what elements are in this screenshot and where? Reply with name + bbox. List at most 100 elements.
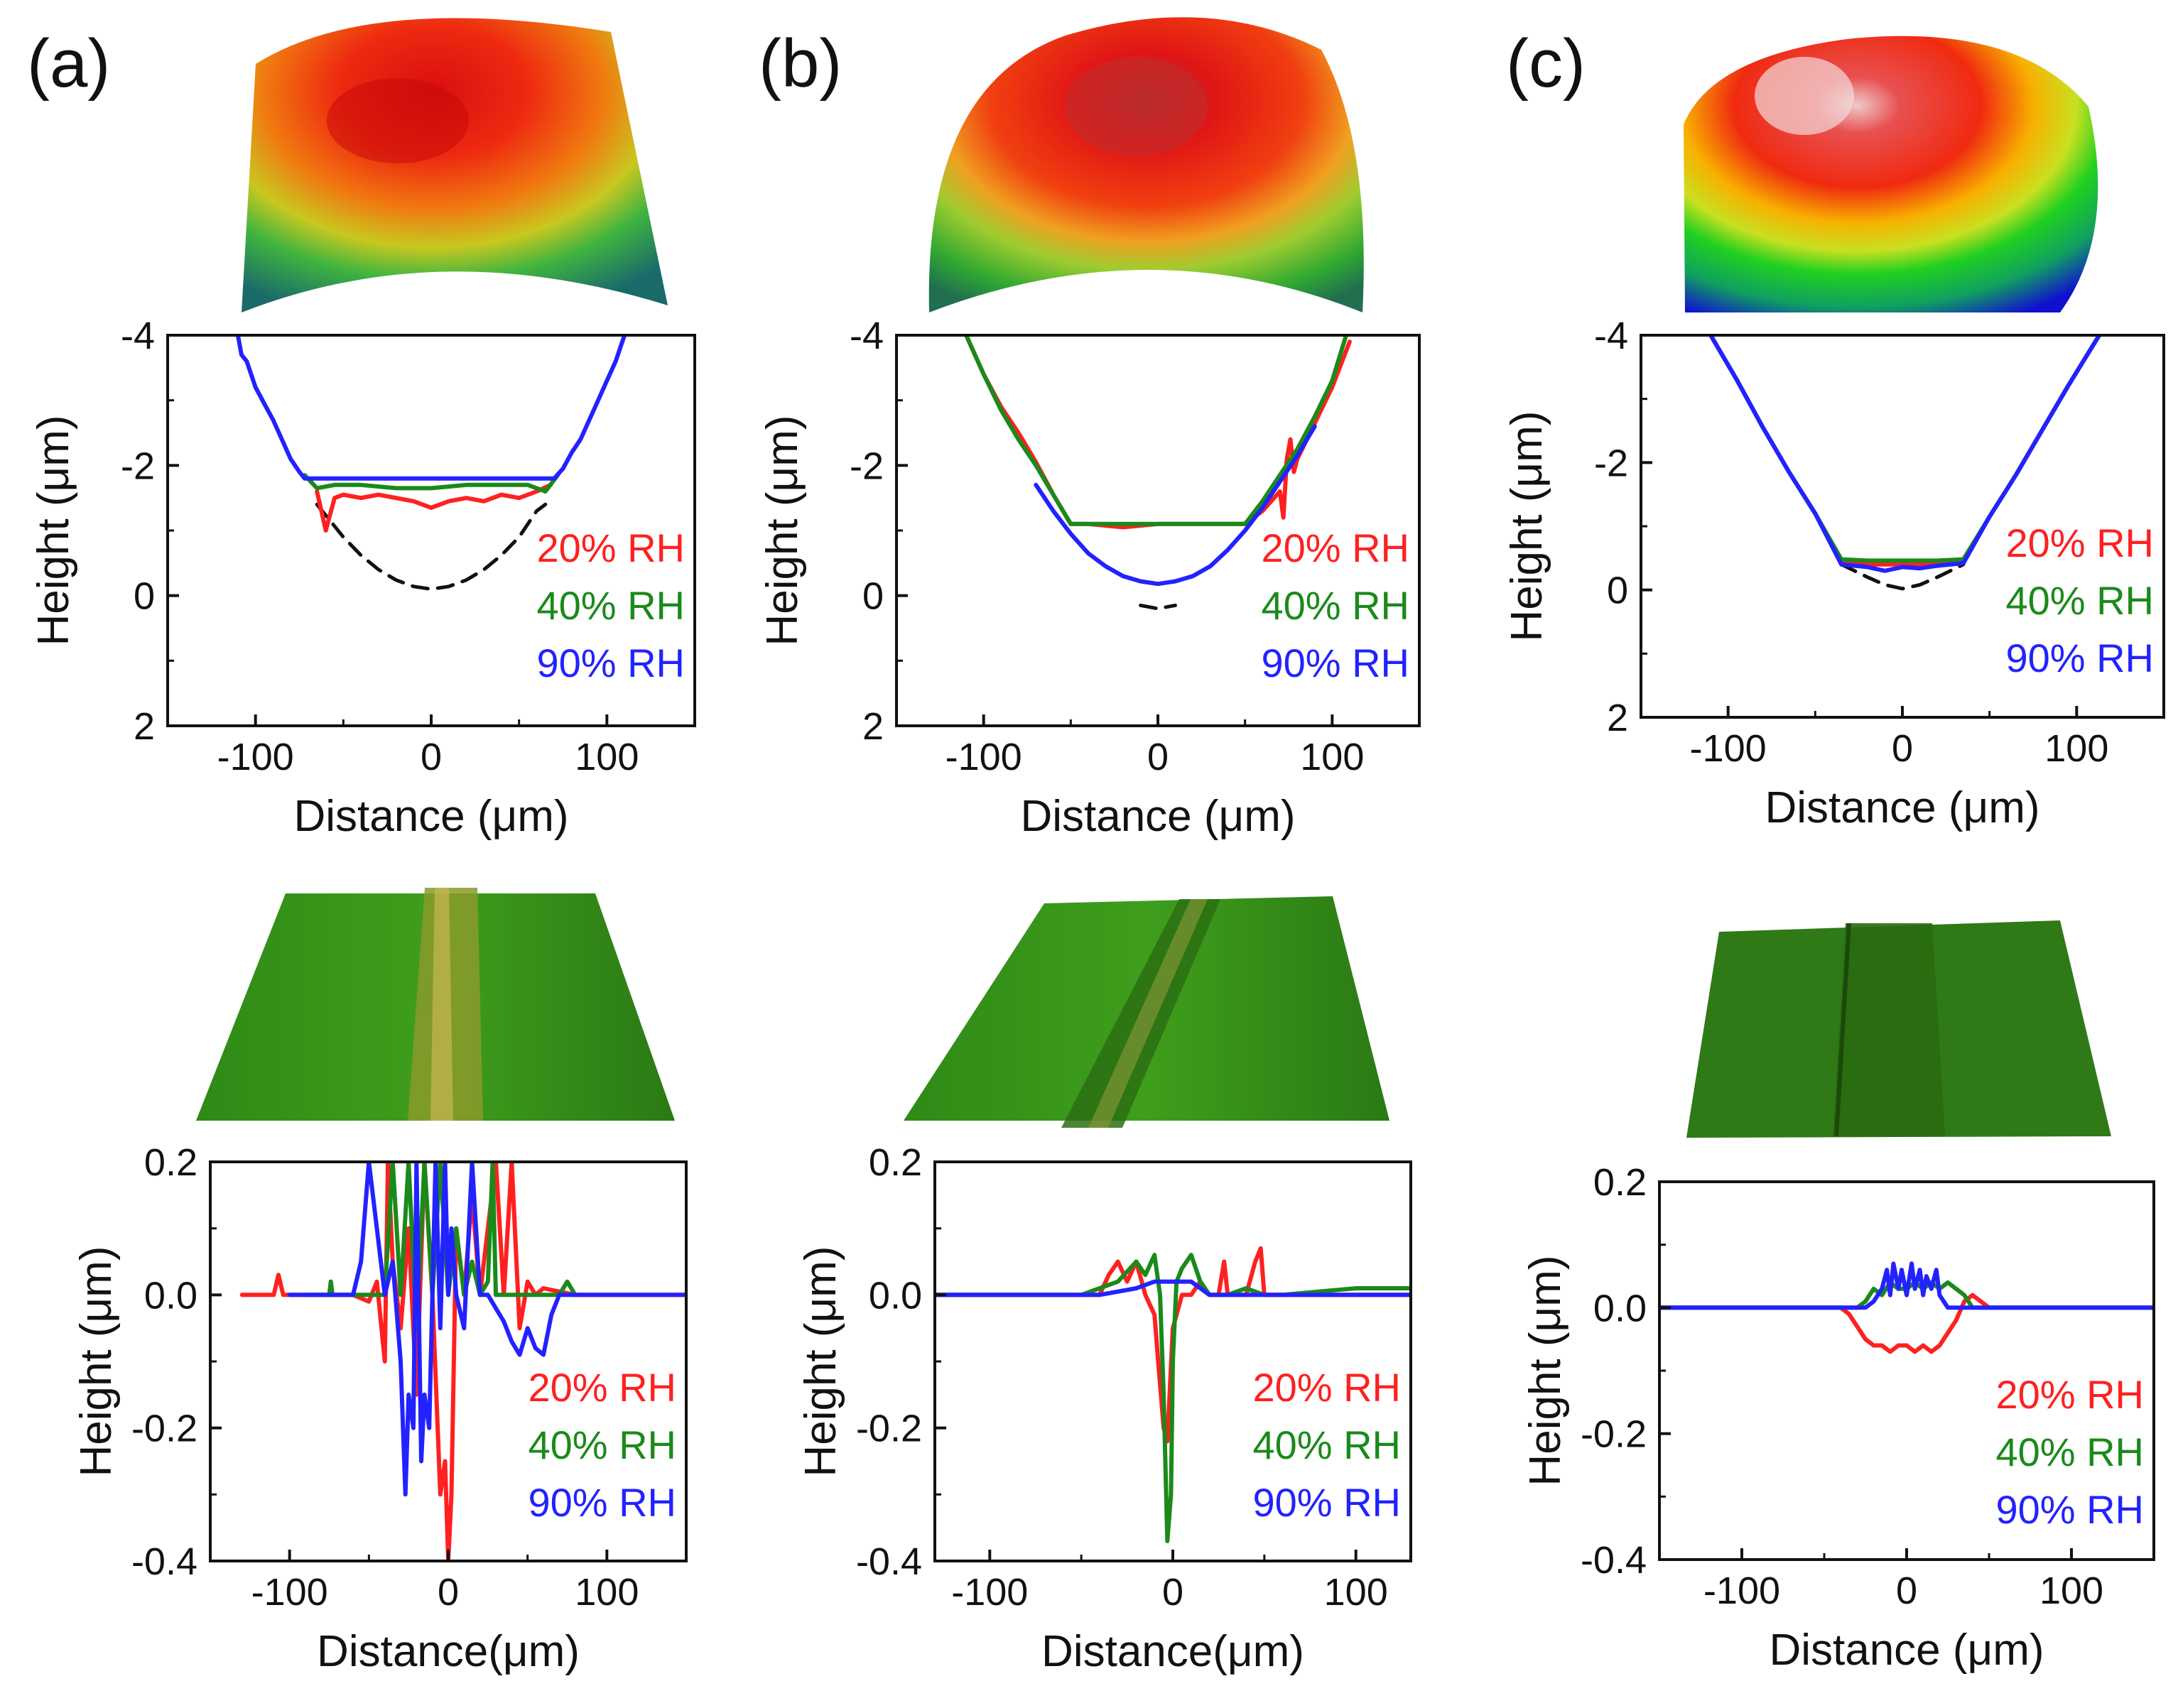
series-line-parabolic-fit — [1839, 562, 1966, 591]
x-tick-label: 100 — [1300, 736, 1364, 778]
x-axis-label: Distance (μm) — [1765, 783, 2039, 832]
series-group — [935, 1246, 1411, 1543]
legend-entry-40-rh: 40% RH — [1995, 1430, 2144, 1474]
y-tick-label: 2 — [134, 705, 155, 748]
legend-entry-20-rh: 20% RH — [528, 1365, 676, 1410]
dome-image-c — [1684, 36, 2098, 312]
x-axis-label: Distance(μm) — [317, 1627, 580, 1676]
series-line-90-rh — [1034, 424, 1317, 587]
panel-label-b: (b) — [759, 26, 842, 102]
legend-entry-40-rh: 40% RH — [1252, 1423, 1401, 1467]
dome-image-b — [928, 17, 1364, 313]
line-profile-chart-c-bottom: -100 0 100 0.2 0.0 -0.2 -0.4 Distance (μm) Heigh… — [1521, 1161, 2155, 1675]
x-tick-label: 100 — [575, 736, 639, 778]
x-tick-label: -100 — [946, 736, 1022, 778]
series-group — [1659, 1261, 2154, 1354]
legend-entry-20-rh: 20% RH — [1261, 526, 1409, 570]
y-tick-label: 0.2 — [1593, 1161, 1647, 1204]
x-tick-label: 0 — [1162, 1571, 1183, 1614]
legend-entry-90-rh: 90% RH — [1995, 1487, 2144, 1532]
series-line-90-rh — [1659, 1261, 2154, 1310]
x-axis-label: Distance (μm) — [293, 792, 568, 841]
legend-entry-20-rh: 20% RH — [2005, 521, 2154, 565]
x-axis-label: Distance (μm) — [1020, 792, 1295, 841]
y-tick-label: -0.4 — [856, 1540, 922, 1583]
y-tick-label: 0 — [134, 575, 155, 618]
series-line-20-rh — [964, 335, 1352, 530]
legend-entry-90-rh: 90% RH — [1252, 1480, 1401, 1525]
x-tick-label: -100 — [217, 736, 294, 778]
legend-entry-90-rh: 90% RH — [528, 1480, 676, 1525]
line-profile-chart-a-bottom: -100 0 100 0.2 0.0 -0.2 -0.4 Distance(μm) Height… — [72, 1141, 688, 1676]
legend-entry-20-rh: 20% RH — [1252, 1365, 1401, 1410]
x-tick-label: 0 — [1896, 1570, 1917, 1612]
y-tick-label: 2 — [1607, 697, 1628, 739]
line-profile-chart-b-bottom: -100 0 100 0.2 0.0 -0.2 -0.4 Distance(μm) Height… — [796, 1141, 1412, 1676]
x-tick-label: 0 — [438, 1571, 459, 1614]
x-tick-label: 100 — [2044, 727, 2108, 770]
x-tick-label: 0 — [421, 736, 442, 778]
panel-label-a: (a) — [27, 26, 110, 102]
legend-entry-20-rh: 20% RH — [1995, 1372, 2144, 1417]
x-tick-label: -100 — [1703, 1570, 1780, 1612]
legend-entry-40-rh: 40% RH — [528, 1423, 676, 1467]
series-line-90-rh — [235, 335, 627, 481]
y-tick-label: 0.0 — [869, 1274, 922, 1317]
y-tick-label: 0 — [1607, 570, 1628, 612]
height-profile-chart-c-top: -100 0 100 -4 -2 0 2 Distance (μm) Height (μm) 20… — [1502, 315, 2165, 832]
x-tick-label: 100 — [2039, 1570, 2103, 1612]
legend-entry-90-rh: 90% RH — [1261, 641, 1409, 685]
dome-image-a — [242, 18, 668, 312]
y-tick-label: 0 — [862, 575, 884, 618]
series-group — [239, 1162, 686, 1561]
y-axis-label: Height (μm) — [1502, 410, 1551, 641]
y-tick-label: 0.2 — [869, 1141, 922, 1184]
y-axis-label: Height (μm) — [796, 1246, 845, 1476]
y-tick-label: -2 — [121, 445, 155, 487]
series-line-40-rh — [964, 335, 1348, 526]
series-group — [964, 335, 1352, 611]
y-tick-label: 0.0 — [1593, 1287, 1647, 1329]
series-line-90-rh — [935, 1279, 1411, 1298]
line-image-b — [904, 896, 1389, 1128]
series-line-90-rh — [1708, 335, 2102, 573]
height-profile-chart-b-top: -100 0 100 -4 -2 0 2 Distance (μm) Height (μm) 20… — [758, 315, 1421, 841]
y-axis-label: Height (μm) — [758, 415, 807, 646]
y-tick-label: 0.2 — [144, 1141, 197, 1184]
y-tick-label: 2 — [862, 705, 884, 748]
series-line-20-rh — [1659, 1293, 2154, 1354]
y-tick-label: -2 — [850, 445, 884, 487]
legend-entry-90-rh: 90% RH — [536, 641, 685, 685]
series-line-90-rh — [287, 1162, 686, 1497]
y-tick-label: -4 — [850, 315, 884, 357]
panel-label-c: (c) — [1506, 26, 1586, 102]
y-tick-label: -0.2 — [856, 1408, 922, 1450]
y-tick-label: -0.2 — [1581, 1413, 1647, 1456]
x-tick-label: 100 — [575, 1571, 639, 1614]
y-tick-label: -0.2 — [131, 1408, 197, 1450]
legend-entry-40-rh: 40% RH — [1261, 583, 1409, 628]
legend-entry-20-rh: 20% RH — [536, 526, 685, 570]
series-group — [235, 335, 627, 591]
legend-entry-40-rh: 40% RH — [2005, 578, 2154, 623]
series-line-40-rh — [302, 473, 560, 494]
y-axis-label: Height (μm) — [29, 415, 78, 646]
y-tick-label: -4 — [121, 315, 155, 357]
height-profile-chart-a-top: -100 0 100 -4 -2 0 2 Distance (μm) Height (μm) 20… — [29, 315, 696, 841]
y-tick-label: -4 — [1594, 315, 1628, 357]
x-tick-label: -100 — [951, 1571, 1028, 1614]
series-group — [1708, 335, 2102, 591]
line-image-c — [1686, 920, 2111, 1138]
legend-entry-90-rh: 90% RH — [2005, 636, 2154, 680]
x-tick-label: -100 — [251, 1571, 328, 1614]
x-tick-label: 0 — [1147, 736, 1169, 778]
y-axis-label: Height (μm) — [1521, 1255, 1570, 1486]
y-tick-label: -2 — [1594, 442, 1628, 484]
legend-entry-40-rh: 40% RH — [536, 583, 685, 628]
y-tick-label: -0.4 — [131, 1540, 197, 1583]
series-line-parabolic-fit — [1139, 603, 1177, 611]
y-axis-label: Height (μm) — [72, 1246, 121, 1476]
series-line-40-rh — [935, 1253, 1411, 1543]
line-image-a — [196, 888, 675, 1121]
